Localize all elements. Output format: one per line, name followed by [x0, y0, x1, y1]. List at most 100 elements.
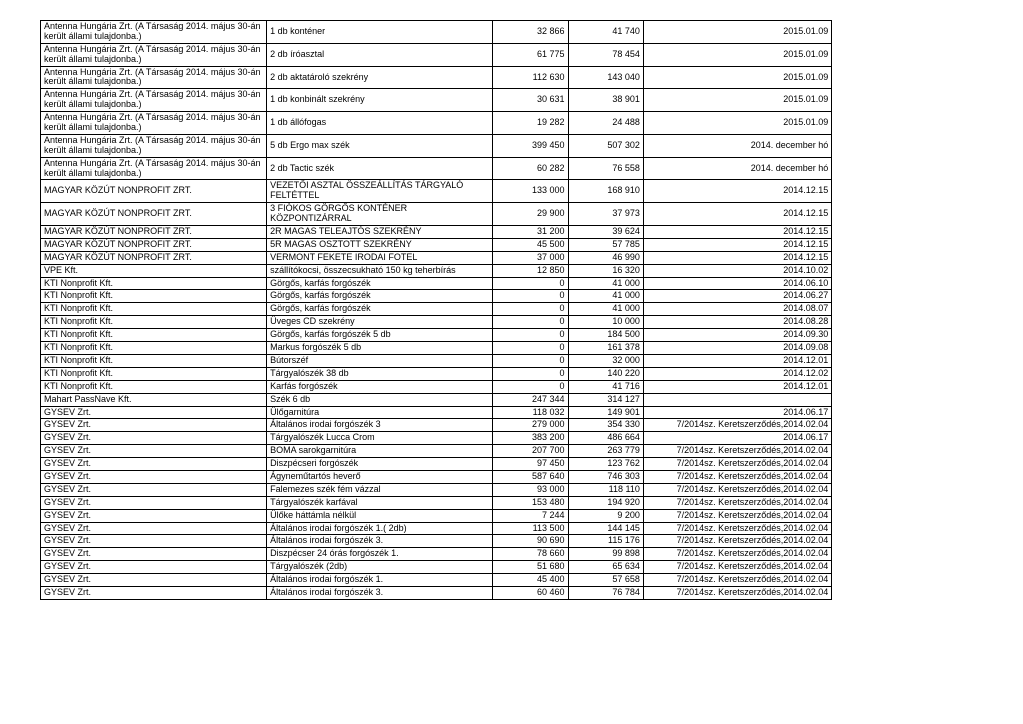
table-row: GYSEV Zrt.Általános irodai forgószék 3.9… — [41, 535, 983, 548]
cell-spacer — [832, 180, 983, 203]
cell-spacer — [832, 66, 983, 89]
cell-desc: Falemezes szék fém vázzal — [267, 483, 493, 496]
cell-value-2: 161 378 — [568, 342, 643, 355]
cell-company: KTI Nonprofit Kft. — [41, 354, 267, 367]
cell-company: Antenna Hungária Zrt. (A Társaság 2014. … — [41, 66, 267, 89]
cell-desc: Üveges CD szekrény — [267, 316, 493, 329]
cell-spacer — [832, 238, 983, 251]
cell-value-1: 60 282 — [493, 157, 568, 180]
cell-value-1: 118 032 — [493, 406, 568, 419]
cell-desc: BOMA sarokgarnitúra — [267, 445, 493, 458]
cell-value-1: 61 775 — [493, 43, 568, 66]
cell-date: 7/2014sz. Keretszerződés,2014.02.04 — [643, 496, 831, 509]
cell-desc: Görgős, karfás forgószék — [267, 303, 493, 316]
cell-value-2: 57 785 — [568, 238, 643, 251]
cell-date: 2014.06.27 — [643, 290, 831, 303]
cell-company: Antenna Hungária Zrt. (A Társaság 2014. … — [41, 43, 267, 66]
cell-spacer — [832, 43, 983, 66]
cell-company: GYSEV Zrt. — [41, 406, 267, 419]
cell-value-1: 37 000 — [493, 251, 568, 264]
cell-spacer — [832, 483, 983, 496]
table-row: GYSEV Zrt.Ülőgarnitúra118 032149 9012014… — [41, 406, 983, 419]
cell-company: GYSEV Zrt. — [41, 470, 267, 483]
table-row: Mahart PassNave Kft.Szék 6 db247 344314 … — [41, 393, 983, 406]
table-row: GYSEV Zrt.BOMA sarokgarnitúra207 700263 … — [41, 445, 983, 458]
cell-value-2: 32 000 — [568, 354, 643, 367]
cell-company: VPE Kft. — [41, 264, 267, 277]
cell-date: 7/2014sz. Keretszerződés,2014.02.04 — [643, 445, 831, 458]
cell-value-1: 32 866 — [493, 21, 568, 44]
cell-date: 2014.12.15 — [643, 238, 831, 251]
cell-date: 7/2014sz. Keretszerződés,2014.02.04 — [643, 483, 831, 496]
cell-desc: 5 db Ergo max szék — [267, 134, 493, 157]
cell-company: GYSEV Zrt. — [41, 483, 267, 496]
cell-company: Antenna Hungária Zrt. (A Társaság 2014. … — [41, 157, 267, 180]
cell-company: KTI Nonprofit Kft. — [41, 303, 267, 316]
table-row: GYSEV Zrt.Diszpécseri forgószék97 450123… — [41, 458, 983, 471]
cell-company: KTI Nonprofit Kft. — [41, 367, 267, 380]
table-row: GYSEV Zrt.Tárgyalószék karfával153 48019… — [41, 496, 983, 509]
cell-value-1: 0 — [493, 342, 568, 355]
cell-value-1: 247 344 — [493, 393, 568, 406]
table-row: GYSEV Zrt.Ágyneműtartós heverő587 640746… — [41, 470, 983, 483]
cell-company: KTI Nonprofit Kft. — [41, 380, 267, 393]
cell-value-1: 45 400 — [493, 574, 568, 587]
cell-value-1: 78 660 — [493, 548, 568, 561]
cell-spacer — [832, 157, 983, 180]
cell-company: GYSEV Zrt. — [41, 561, 267, 574]
cell-value-1: 29 900 — [493, 203, 568, 226]
cell-spacer — [832, 535, 983, 548]
cell-spacer — [832, 89, 983, 112]
cell-value-1: 19 282 — [493, 112, 568, 135]
cell-value-1: 51 680 — [493, 561, 568, 574]
cell-value-2: 99 898 — [568, 548, 643, 561]
cell-date: 2015.01.09 — [643, 21, 831, 44]
cell-value-1: 93 000 — [493, 483, 568, 496]
cell-company: MAGYAR KÖZÚT NONPROFIT ZRT. — [41, 251, 267, 264]
table-row: KTI Nonprofit Kft.Görgős, karfás forgósz… — [41, 329, 983, 342]
cell-spacer — [832, 21, 983, 44]
cell-spacer — [832, 203, 983, 226]
cell-desc: Tárgyalószék Lucca Crom — [267, 432, 493, 445]
cell-value-1: 0 — [493, 290, 568, 303]
cell-value-2: 143 040 — [568, 66, 643, 89]
cell-date: 2015.01.09 — [643, 43, 831, 66]
table-row: GYSEV Zrt.Tárgyalószék Lucca Crom383 200… — [41, 432, 983, 445]
cell-desc: szállítókocsi, összecsukható 150 kg tehe… — [267, 264, 493, 277]
cell-value-2: 57 658 — [568, 574, 643, 587]
cell-spacer — [832, 419, 983, 432]
cell-spacer — [832, 329, 983, 342]
cell-desc: Általános irodai forgószék 3. — [267, 586, 493, 599]
cell-company: KTI Nonprofit Kft. — [41, 342, 267, 355]
cell-spacer — [832, 393, 983, 406]
cell-value-1: 0 — [493, 277, 568, 290]
cell-date: 2014.09.30 — [643, 329, 831, 342]
table-row: KTI Nonprofit Kft.Görgős, karfás forgósz… — [41, 277, 983, 290]
cell-date: 7/2014sz. Keretszerződés,2014.02.04 — [643, 458, 831, 471]
cell-spacer — [832, 277, 983, 290]
cell-value-1: 383 200 — [493, 432, 568, 445]
cell-value-1: 31 200 — [493, 226, 568, 239]
cell-value-1: 0 — [493, 367, 568, 380]
cell-spacer — [832, 445, 983, 458]
cell-date: 7/2014sz. Keretszerződés,2014.02.04 — [643, 586, 831, 599]
cell-company: MAGYAR KÖZÚT NONPROFIT ZRT. — [41, 180, 267, 203]
cell-value-1: 30 631 — [493, 89, 568, 112]
table-row: GYSEV Zrt.Falemezes szék fém vázzal93 00… — [41, 483, 983, 496]
cell-spacer — [832, 586, 983, 599]
cell-value-1: 60 460 — [493, 586, 568, 599]
cell-desc: Általános irodai forgószék 3. — [267, 535, 493, 548]
table-row: KTI Nonprofit Kft.Markus forgószék 5 db0… — [41, 342, 983, 355]
cell-company: GYSEV Zrt. — [41, 586, 267, 599]
table-row: Antenna Hungária Zrt. (A Társaság 2014. … — [41, 43, 983, 66]
cell-desc: 1 db konténer — [267, 21, 493, 44]
table-row: MAGYAR KÖZÚT NONPROFIT ZRT.VERMONT FEKET… — [41, 251, 983, 264]
cell-desc: Görgős, karfás forgószék — [267, 277, 493, 290]
cell-value-2: 314 127 — [568, 393, 643, 406]
cell-spacer — [832, 496, 983, 509]
table-row: GYSEV Zrt.Általános irodai forgószék 327… — [41, 419, 983, 432]
table-row: VPE Kft.szállítókocsi, összecsukható 150… — [41, 264, 983, 277]
cell-value-2: 9 200 — [568, 509, 643, 522]
cell-desc: 2 db Tactic szék — [267, 157, 493, 180]
cell-value-2: 37 973 — [568, 203, 643, 226]
